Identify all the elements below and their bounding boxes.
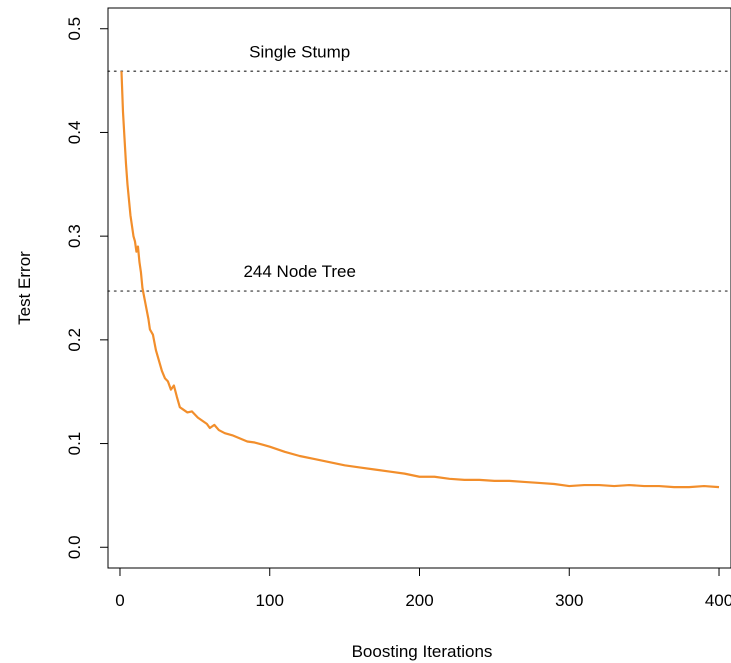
x-tick-label: 300 [555,591,583,610]
y-axis: 0.0 0.1 0.2 0.3 0.4 0.5 [65,17,109,559]
x-axis-title: Boosting Iterations [352,642,493,661]
x-axis: 0 100 200 300 400 [115,567,731,610]
reference-line-label: 244 Node Tree [243,262,355,281]
y-axis-title: Test Error [15,251,34,325]
x-tick-label: 0 [115,591,124,610]
x-tick-label: 400 [705,591,731,610]
reference-line-label: Single Stump [249,42,350,61]
plot-frame [107,7,731,569]
y-tick-label: 0.2 [65,328,84,352]
x-tick-label: 100 [256,591,284,610]
reference-lines: Single Stump 244 Node Tree [107,42,731,292]
y-tick-label: 0.5 [65,17,84,41]
y-tick-label: 0.4 [65,121,84,145]
y-tick-label: 0.0 [65,535,84,559]
x-tick-label: 200 [405,591,433,610]
y-tick-label: 0.1 [65,432,84,456]
y-tick-label: 0.3 [65,224,84,248]
test-error-line [120,71,720,489]
